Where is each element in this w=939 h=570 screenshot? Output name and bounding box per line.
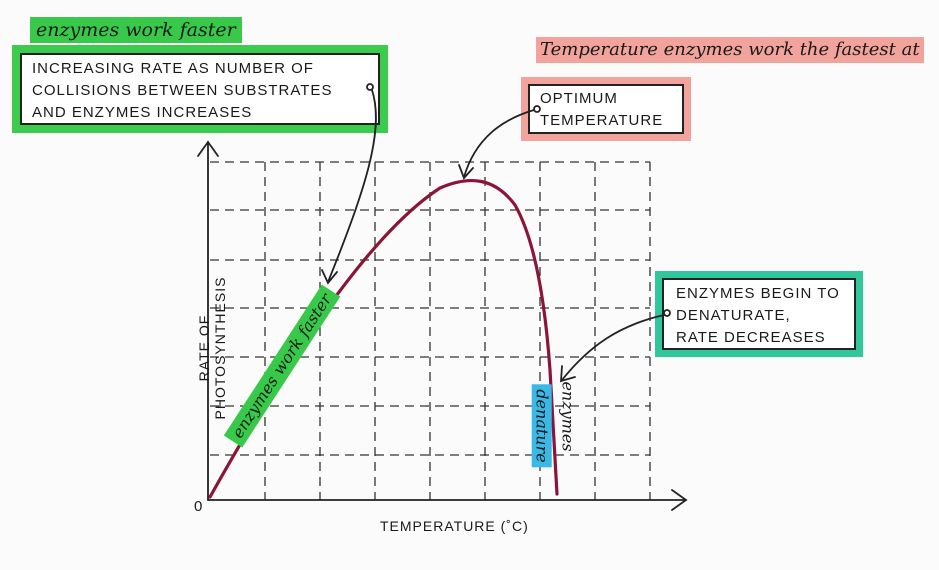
collisions-line-2: COLLISIONS BETWEEN SUBSTRATES xyxy=(32,82,333,99)
enzyme-activity-curve xyxy=(208,178,559,499)
heading-temperature-fastest: Temperature enzymes work the fastest at xyxy=(536,37,924,63)
optimum-line-2: TEMPERATURE xyxy=(540,112,664,129)
collisions-line-1: INCREASING RATE AS NUMBER OF xyxy=(32,60,314,77)
axes xyxy=(197,140,688,511)
grid xyxy=(210,161,651,500)
y-axis-label: RATE OF PHOTOSYNTHESIS xyxy=(196,276,228,420)
curve-label-denature: denature xyxy=(531,384,552,468)
denature-line-2: DENATURATE, xyxy=(676,307,791,324)
collisions-box: INCREASING RATE AS NUMBER OF COLLISIONS … xyxy=(20,53,380,125)
origin-label: 0 xyxy=(194,498,203,515)
denature-line-1: ENZYMES BEGIN TO xyxy=(676,285,840,302)
optimum-line-1: OPTIMUM xyxy=(540,90,618,107)
x-axis-label: TEMPERATURE (˚C) xyxy=(380,518,529,534)
curve-label-enzymes: enzymes xyxy=(558,381,578,452)
heading-enzymes-work-faster: enzymes work faster xyxy=(30,17,242,43)
optimum-box: OPTIMUM TEMPERATURE xyxy=(528,84,684,134)
collisions-line-3: AND ENZYMES INCREASES xyxy=(32,104,253,121)
annotation-arrows xyxy=(321,83,671,383)
denature-line-3: RATE DECREASES xyxy=(676,329,826,346)
denature-box: ENZYMES BEGIN TO DENATURATE, RATE DECREA… xyxy=(662,278,856,350)
